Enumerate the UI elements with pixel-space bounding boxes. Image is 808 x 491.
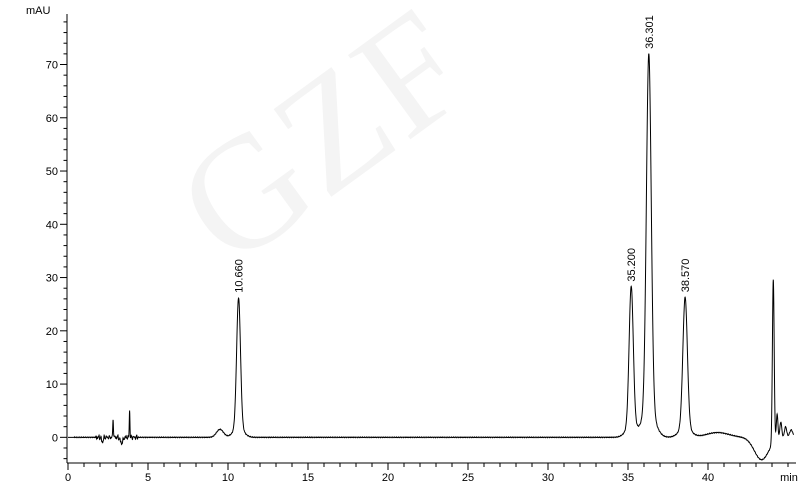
y-tick-label: 30 [46,273,58,285]
y-tick-label: 10 [46,379,58,391]
peak-label-35.200: 35.200 [626,248,638,282]
y-tick-label: 0 [52,432,58,444]
x-tick-label: 15 [302,472,314,484]
x-axis-unit-label: min [780,472,798,484]
peak-label-36.301: 36.301 [644,15,656,49]
x-tick-label: 20 [382,472,394,484]
y-axis-unit-label: mAU [26,5,51,17]
y-tick-label: 20 [46,326,58,338]
y-tick-label: 50 [46,166,58,178]
x-tick-label: 40 [702,472,714,484]
y-tick-label: 60 [46,113,58,125]
x-tick-label: 30 [542,472,554,484]
x-tick-label: 0 [65,472,71,484]
y-tick-label: 40 [46,219,58,231]
x-tick-label: 35 [622,472,634,484]
trace-line [68,53,795,461]
peak-label-38.570: 38.570 [680,259,692,293]
peak-label-10.660: 10.660 [234,259,246,293]
x-tick-label: 5 [145,472,151,484]
x-tick-label: 10 [222,472,234,484]
y-tick-label: 70 [46,60,58,72]
x-tick-label: 25 [462,472,474,484]
